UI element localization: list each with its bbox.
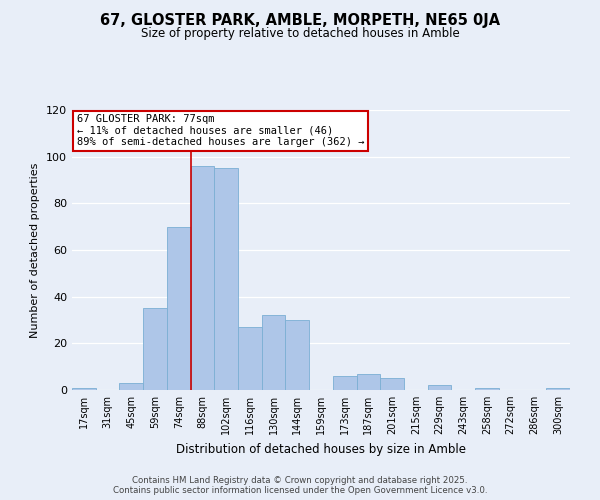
Text: 67, GLOSTER PARK, AMBLE, MORPETH, NE65 0JA: 67, GLOSTER PARK, AMBLE, MORPETH, NE65 0…	[100, 12, 500, 28]
Bar	[428, 386, 451, 390]
Bar	[546, 388, 570, 390]
Bar	[286, 320, 309, 390]
Text: Size of property relative to detached houses in Amble: Size of property relative to detached ho…	[140, 28, 460, 40]
Bar	[238, 327, 262, 390]
Bar	[475, 388, 499, 390]
X-axis label: Distribution of detached houses by size in Amble: Distribution of detached houses by size …	[176, 442, 466, 456]
Bar	[262, 316, 286, 390]
Bar	[119, 383, 143, 390]
Bar	[167, 226, 191, 390]
Bar	[333, 376, 356, 390]
Bar	[191, 166, 214, 390]
Bar	[143, 308, 167, 390]
Bar	[380, 378, 404, 390]
Text: Contains public sector information licensed under the Open Government Licence v3: Contains public sector information licen…	[113, 486, 487, 495]
Bar	[356, 374, 380, 390]
Y-axis label: Number of detached properties: Number of detached properties	[31, 162, 40, 338]
Bar	[214, 168, 238, 390]
Bar	[72, 388, 96, 390]
Text: Contains HM Land Registry data © Crown copyright and database right 2025.: Contains HM Land Registry data © Crown c…	[132, 476, 468, 485]
Text: 67 GLOSTER PARK: 77sqm
← 11% of detached houses are smaller (46)
89% of semi-det: 67 GLOSTER PARK: 77sqm ← 11% of detached…	[77, 114, 364, 148]
